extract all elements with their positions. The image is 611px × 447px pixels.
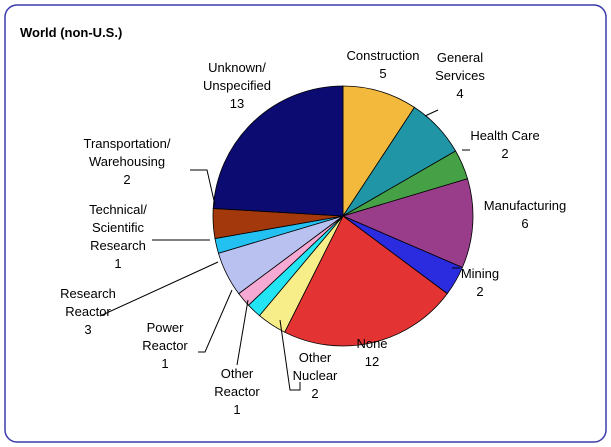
slice-label: Construction bbox=[347, 48, 420, 63]
slice-label: Manufacturing bbox=[484, 198, 566, 213]
slice-value: 2 bbox=[311, 386, 318, 401]
slice-label: Health Care bbox=[470, 128, 539, 143]
slice-label: Other Nuclear bbox=[293, 350, 338, 383]
slice-value: 2 bbox=[123, 172, 130, 187]
slice-label: Research Reactor bbox=[60, 286, 116, 319]
leader-line bbox=[190, 169, 216, 206]
slice-value: 1 bbox=[161, 356, 168, 371]
pie-slice bbox=[212, 85, 344, 217]
pie-slice bbox=[341, 178, 474, 269]
slice-value: 12 bbox=[365, 354, 379, 369]
slice-label: Mining bbox=[461, 266, 499, 281]
slice-value: 2 bbox=[501, 146, 508, 161]
slice-label: Other Reactor bbox=[214, 366, 260, 399]
leader-line bbox=[424, 109, 439, 117]
slice-label: General Services bbox=[435, 50, 485, 83]
leader-line bbox=[198, 289, 233, 353]
leader-line bbox=[236, 299, 249, 366]
leader-line bbox=[99, 261, 219, 317]
slice-label: Power Reactor bbox=[142, 320, 188, 353]
slice-value: 1 bbox=[233, 402, 240, 417]
leader-line bbox=[279, 319, 301, 391]
slice-value: 4 bbox=[456, 86, 463, 101]
slice-value: 2 bbox=[476, 284, 483, 299]
slice-label: None bbox=[356, 336, 387, 351]
slice-value: 13 bbox=[230, 96, 244, 111]
chart-title: World (non-U.S.) bbox=[20, 25, 122, 40]
slice-value: 1 bbox=[114, 256, 121, 271]
slice-value: 3 bbox=[84, 322, 91, 337]
slice-value: 6 bbox=[521, 216, 528, 231]
slice-label: Technical/Scientific Research bbox=[89, 202, 147, 253]
slice-value: 5 bbox=[379, 66, 386, 81]
pie-slice bbox=[284, 215, 448, 347]
slice-label: Unknown/Unspecified bbox=[203, 60, 271, 93]
slice-label: Transportation/Warehousing bbox=[84, 136, 171, 169]
